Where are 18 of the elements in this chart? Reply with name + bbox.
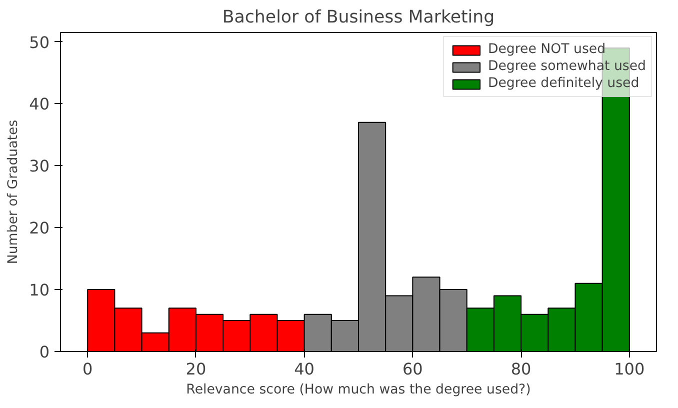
x-tick-label: 60 [402,360,423,378]
x-tick-label: 0 [82,360,93,378]
y-tick-label: 30 [29,156,50,176]
x-axis-title: Relevance score (How much was the degree used?) [186,382,531,398]
y-tick-label: 40 [29,94,50,114]
legend-label: Degree somewhat used [488,59,646,74]
legend-label: Degree NOT used [488,42,606,57]
x-tick-label: 40 [294,360,314,378]
y-tick-label: 20 [29,218,50,238]
chart-title: Bachelor of Business Marketing [222,8,495,28]
x-tick-label: 80 [510,360,532,378]
x-tick-label: 100 [614,360,645,378]
y-tick-label: 50 [29,32,50,52]
x-tick-label: 20 [186,360,206,378]
y-tick-label: 10 [29,280,50,300]
y-axis-title: Number of Graduates [6,120,22,264]
legend-label: Degree definitely used [488,76,640,91]
y-tick-label: 0 [39,342,50,362]
